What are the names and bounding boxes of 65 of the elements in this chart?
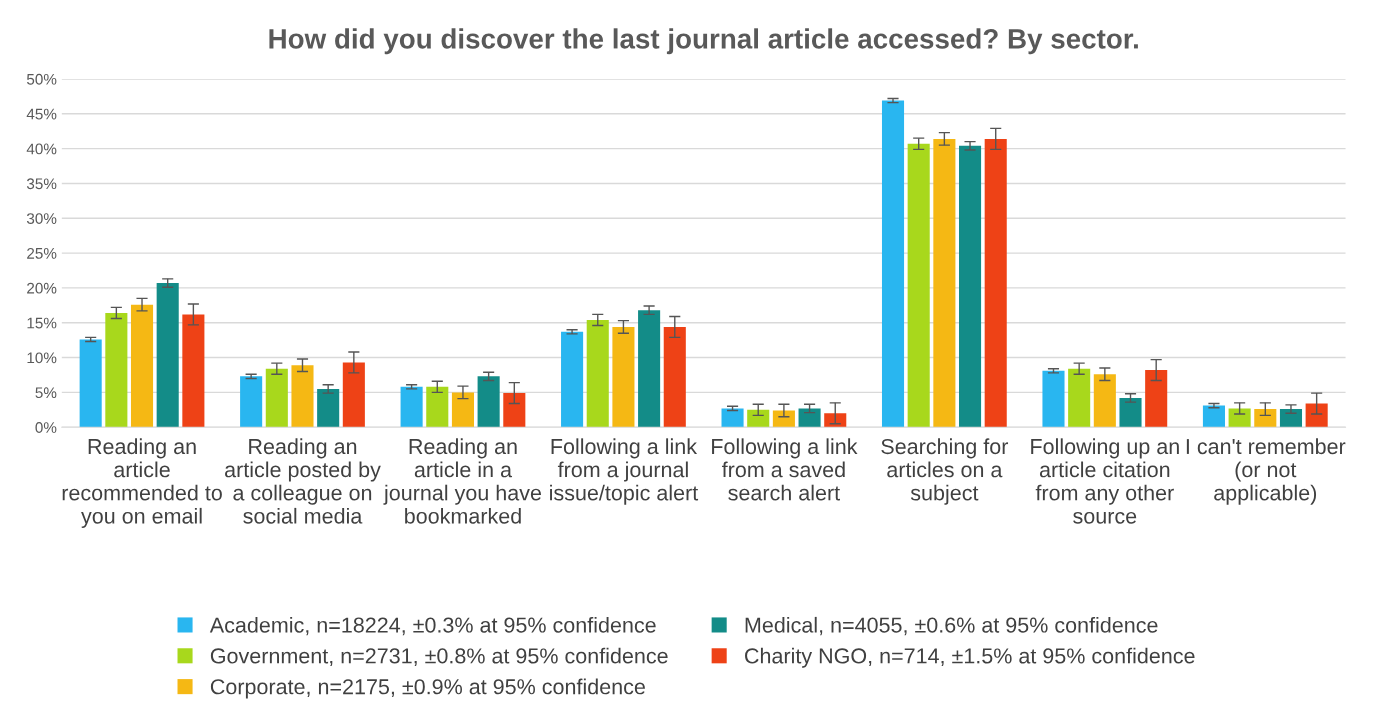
bar <box>561 331 584 428</box>
x-tick-label: Following a link from a saved search alert <box>712 438 858 501</box>
bar <box>798 408 821 428</box>
bar <box>400 386 423 428</box>
bar <box>130 304 154 428</box>
bar <box>1068 368 1091 428</box>
bar <box>477 376 500 428</box>
y-tick-label: 40% <box>26 143 57 155</box>
bar <box>342 362 365 428</box>
y-tick-label: 20% <box>27 282 57 294</box>
bar <box>1119 397 1142 428</box>
x-tick-label: Following a link from a journal issue/topic alert <box>550 438 699 505</box>
chart-title: How did you discover the last journal article accessed? By sector. <box>269 28 1138 55</box>
bar <box>105 312 128 428</box>
bar <box>317 388 340 428</box>
y-tick-label: 30% <box>26 213 57 224</box>
legend-label: Charity NGO, n=714, ±1.5% at 95% confidence <box>745 647 1195 668</box>
y-tick-label: 45% <box>26 108 57 120</box>
bar <box>79 339 102 428</box>
bar <box>747 409 770 428</box>
bar <box>182 314 205 428</box>
bar <box>933 138 956 428</box>
bar <box>503 393 526 428</box>
bar <box>1042 370 1065 428</box>
x-tick-label: I can't remember (or not applicable) <box>1186 438 1346 505</box>
bar <box>612 326 635 428</box>
y-tick-label: 0% <box>35 422 57 433</box>
bar <box>663 326 686 428</box>
bar <box>586 319 609 428</box>
bar <box>907 143 930 428</box>
x-tick-label: Following up an article citation from any other source <box>1031 438 1179 524</box>
legend-label: Government, n=2731, ±0.8% at 95% confidence <box>210 647 668 667</box>
bar <box>156 283 179 428</box>
bar <box>1254 409 1277 428</box>
y-tick-label: 5% <box>35 387 57 399</box>
bar <box>881 100 905 428</box>
x-tick-label: Searching for articles on a subject <box>881 438 1009 505</box>
bar <box>638 310 661 428</box>
bar <box>426 386 449 428</box>
bar <box>1202 405 1225 428</box>
legend-label: Academic, n=18224, ±0.3% at 95% confidence <box>209 616 656 636</box>
x-tick-label: Reading an article in a journal you have bookmarked <box>383 438 541 524</box>
x-tick-label: Reading an article recommended to you on email <box>62 438 222 528</box>
bar <box>1305 403 1328 428</box>
bar <box>772 410 795 428</box>
x-tick-label: Reading an article posted by a colleague on social media <box>225 438 381 524</box>
y-tick-label: 10% <box>27 352 57 364</box>
y-tick-label: 25% <box>27 247 57 259</box>
legend-label: Corporate, n=2175, ±0.9% at 95% confidence <box>210 678 645 699</box>
bar <box>824 413 847 428</box>
bar <box>291 365 314 428</box>
y-tick-label: 50% <box>26 73 57 85</box>
bar <box>240 376 263 428</box>
y-tick-label: 35% <box>26 178 57 190</box>
bar <box>984 138 1007 428</box>
bar <box>265 368 288 428</box>
bar <box>1145 370 1168 428</box>
y-tick-label: 15% <box>27 317 57 329</box>
legend-label: Medical, n=4055, ±0.6% at 95% confidence <box>745 616 1158 636</box>
bar <box>451 392 474 428</box>
bar <box>959 145 982 428</box>
bar <box>1228 408 1251 428</box>
bar <box>1093 374 1116 428</box>
bar <box>1279 409 1303 428</box>
bar <box>721 408 744 428</box>
